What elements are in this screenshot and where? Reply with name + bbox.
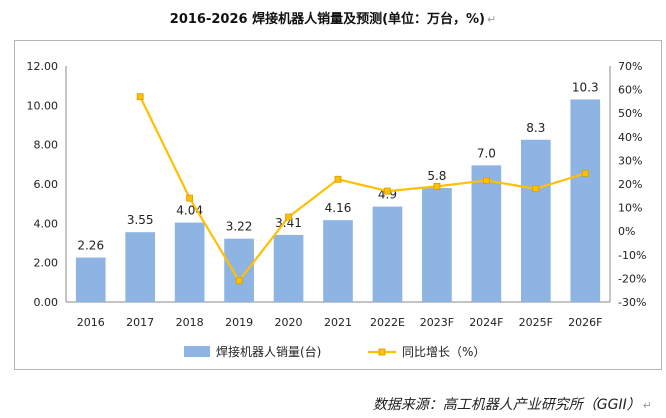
bar: [125, 232, 156, 302]
bar-value-label: 4.16: [325, 201, 352, 215]
growth-line: [139, 96, 586, 283]
growth-point: [186, 194, 194, 202]
y-right-tick-label: 50%: [618, 107, 642, 120]
x-tick-label: 2022E: [370, 316, 405, 329]
bar: [75, 257, 106, 302]
legend-label-bar: 焊接机器人销量(台): [216, 344, 321, 359]
bar: [273, 234, 304, 302]
y-left-tick-label: 12.00: [27, 60, 59, 73]
x-tick-label: 2026F: [568, 316, 602, 329]
growth-point: [482, 177, 490, 184]
growth-point: [285, 213, 292, 221]
bar: [422, 187, 452, 302]
bar: [471, 165, 502, 302]
y-right-tick-label: 20%: [618, 178, 642, 191]
growth-point: [235, 277, 243, 285]
legend-swatch-bar: [184, 346, 210, 357]
x-tick-label: 2023F: [420, 316, 454, 329]
bar: [224, 238, 254, 302]
x-tick-label: 2018: [176, 316, 204, 329]
y-left-tick-label: 2.00: [34, 257, 59, 270]
bar: [323, 220, 353, 302]
return-mark-icon: ↵: [642, 399, 652, 412]
y-right-tick-label: 30%: [618, 154, 642, 167]
bar: [174, 222, 205, 302]
source-note: 数据来源：高工机器人产业研究所（GGII） ↵: [373, 394, 652, 414]
chart-title: 2016-2026 焊接机器人销量及预测(单位：万台，%) ↵: [0, 8, 666, 27]
source-text: 数据来源：高工机器人产业研究所（GGII）: [372, 397, 641, 413]
y-left-tick-label: 10.00: [27, 99, 59, 112]
growth-point: [532, 185, 540, 193]
bar: [520, 139, 551, 302]
y-right-tick-label: -10%: [618, 249, 646, 262]
bar-value-label: 5.8: [427, 169, 446, 183]
x-tick-label: 2020: [275, 316, 303, 329]
x-tick-label: 2017: [126, 316, 154, 329]
growth-point: [384, 187, 391, 195]
bar-value-label: 7.0: [477, 146, 496, 160]
x-tick-label: 2024F: [469, 316, 503, 329]
y-left-tick-label: 4.00: [34, 217, 59, 230]
y-right-tick-label: 70%: [618, 60, 642, 73]
y-right-tick-label: -20%: [618, 272, 646, 285]
bar-value-label: 8.3: [526, 121, 545, 135]
bar-value-label: 2.26: [77, 239, 104, 253]
growth-point: [334, 175, 342, 183]
growth-point: [581, 169, 589, 177]
x-tick-label: 2016: [77, 316, 105, 329]
y-right-tick-label: 40%: [618, 131, 642, 144]
y-left-tick-label: 0.00: [34, 296, 59, 309]
x-tick-label: 2025F: [519, 316, 553, 329]
legend-swatch-marker: [378, 348, 386, 356]
growth-point: [136, 93, 144, 101]
bar-value-label: 10.3: [572, 80, 599, 94]
bar-value-label: 3.55: [127, 213, 154, 227]
bar: [570, 99, 601, 302]
y-right-tick-label: 60%: [618, 84, 642, 97]
chart-title-text: 2016-2026 焊接机器人销量及预测(单位：万台，%): [169, 12, 485, 27]
y-left-tick-label: 6.00: [34, 178, 59, 191]
bar-value-label: 4.04: [176, 204, 203, 218]
x-tick-label: 2019: [225, 316, 253, 329]
y-left-tick-label: 8.00: [34, 139, 59, 152]
y-right-tick-label: 0%: [618, 225, 635, 238]
y-right-tick-label: 10%: [618, 202, 642, 215]
return-mark-icon: ↵: [486, 13, 497, 26]
chart-frame: [14, 40, 662, 370]
legend-label-line: 同比增长（%）: [402, 345, 485, 359]
growth-point: [433, 182, 441, 190]
bar-value-label: 3.22: [226, 220, 253, 234]
bar: [372, 206, 403, 302]
y-right-tick-label: -30%: [618, 296, 646, 309]
x-tick-label: 2021: [324, 316, 352, 329]
